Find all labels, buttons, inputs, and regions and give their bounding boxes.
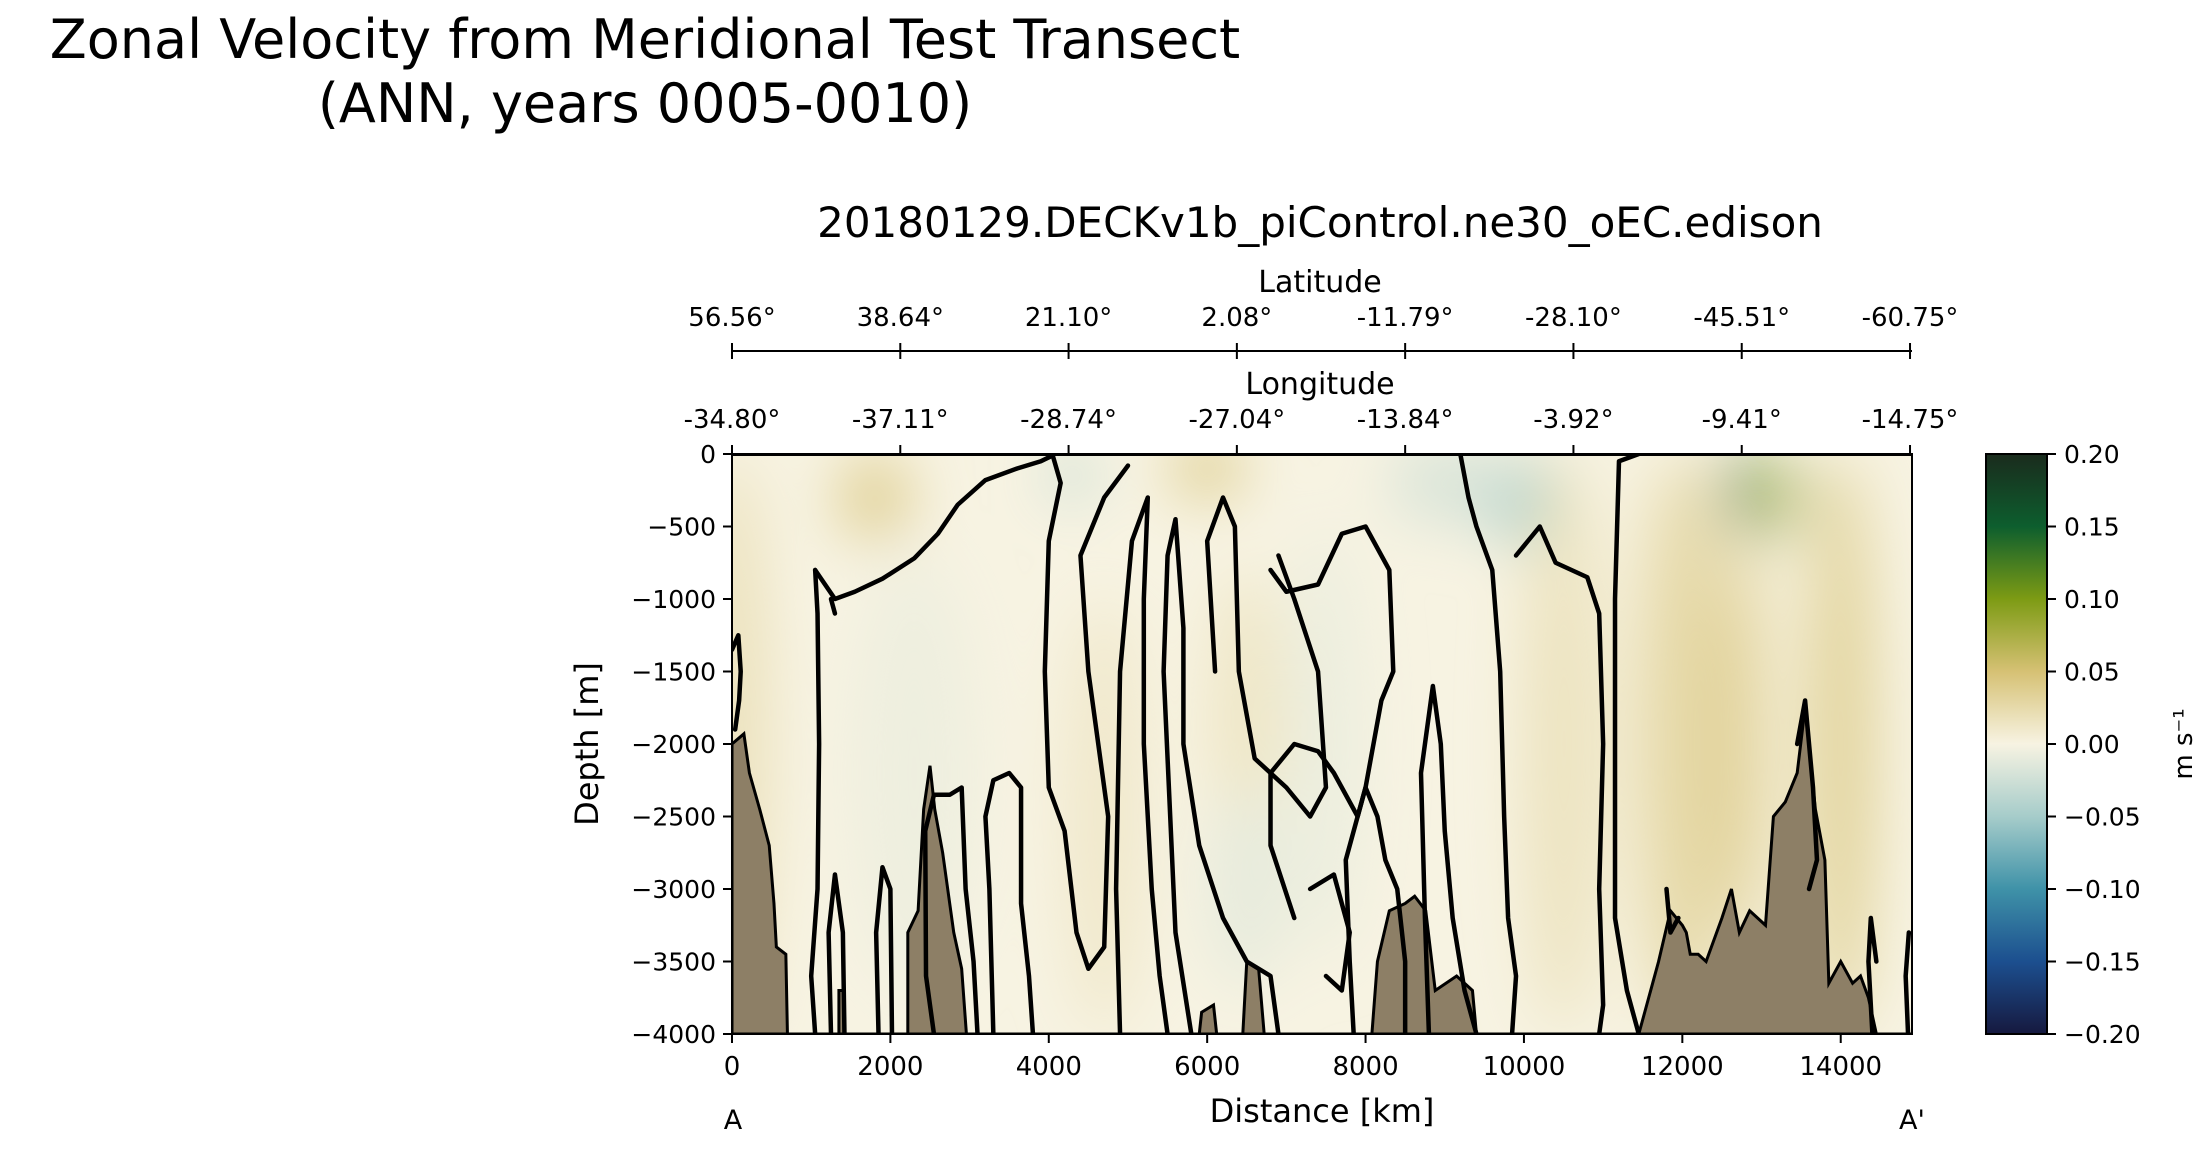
zero-contour-line (826, 872, 847, 1034)
zero-contour-line (1161, 517, 1281, 1034)
x-tick-label: 8000 (1332, 1052, 1398, 1082)
chart-title: 20180129.DECKv1b_piControl.ne30_oEC.edis… (817, 198, 1823, 247)
longitude-tick-label: -3.92° (1533, 405, 1613, 435)
latitude-tick-label: 21.10° (1025, 303, 1112, 333)
colorbar-tick-label: 0.15 (2064, 513, 2120, 542)
latitude-tick-label: -11.79° (1357, 303, 1454, 333)
x-tick-label: 2000 (857, 1052, 923, 1082)
longitude-tick-label: -14.75° (1862, 405, 1959, 435)
latitude-tick-label: -28.10° (1525, 303, 1622, 333)
suptitle-line-2: (ANN, years 0005-0010) (317, 72, 973, 135)
latitude-tick-label: -60.75° (1862, 303, 1959, 333)
colorbar-tick-label: 0.00 (2064, 730, 2120, 759)
x-tick-label: 12000 (1641, 1052, 1724, 1082)
latitude-tick-label: 38.64° (857, 303, 944, 333)
longitude-axis-label: Longitude (1245, 367, 1394, 402)
velocity-feature (1052, 454, 1093, 498)
figure-suptitle: Zonal Velocity from Meridional Test Tran… (0, 8, 1290, 136)
plot-area (732, 454, 1912, 1034)
x-tick-label: 4000 (1016, 1052, 1082, 1082)
zero-contour-line (1458, 454, 1519, 1034)
zero-contour-line (1418, 683, 1479, 1034)
colorbar-tick-label: −0.10 (2064, 875, 2141, 904)
longitude-tick-label: -13.84° (1357, 405, 1454, 435)
zero-velocity-contours (732, 454, 1912, 1034)
zero-contour-line (983, 770, 1036, 1034)
colorbar-bar (1985, 453, 2048, 1035)
zero-contour-line (812, 454, 1055, 602)
x-tick-label: 14000 (1799, 1052, 1882, 1082)
longitude-tick-label: -27.04° (1188, 405, 1285, 435)
colorbar-tick-label: 0.10 (2064, 585, 2120, 614)
velocity-feature (1523, 454, 1604, 1034)
suptitle-line-1: Zonal Velocity from Meridional Test Tran… (49, 8, 1241, 71)
zero-contour-line (1866, 915, 1879, 1034)
velocity-feature (1207, 787, 1287, 991)
velocity-feature (838, 454, 911, 541)
colorbar-tick-label: −0.15 (2064, 948, 2141, 977)
zero-contour-line (1042, 454, 1131, 971)
velocity-feature (1064, 599, 1144, 1034)
endpoint-label-start: A (724, 1105, 743, 1136)
zero-contour-line (1903, 930, 1912, 1034)
latitude-axis: Latitude 56.56° 38.64° 21.10° 2.08° -11.79° -… (688, 265, 1958, 359)
zero-contour-line (1794, 698, 1820, 892)
velocity-feature (1721, 526, 1762, 962)
velocity-feature (1638, 454, 1726, 1034)
colorbar-tick-label: −0.20 (2064, 1020, 2141, 1049)
colorbar-tick-label: 0.05 (2064, 658, 2120, 687)
zero-contour-line (1612, 454, 1642, 1034)
colorbar-ticks: 0.20 0.15 0.10 0.05 0.00 −0.05 −0.10 −0.15 −0.20 (2047, 440, 2141, 1049)
zero-contour-line (1513, 524, 1606, 1034)
x-axis-label: Distance [km] (1210, 1092, 1435, 1130)
x-axis-ticks: 0 2000 4000 6000 8000 10000 12000 14000 (724, 1034, 1882, 1082)
colorbar-tick-label: −0.05 (2064, 803, 2141, 832)
endpoint-label-end: A' (1899, 1105, 1925, 1136)
y-tick-label: −1500 (631, 658, 716, 687)
y-tick-label: −2500 (631, 803, 716, 832)
latitude-tick-label: 56.56° (688, 303, 775, 333)
velocity-feature (1727, 454, 1756, 549)
longitude-tick-label: -9.41° (1702, 405, 1782, 435)
colorbar-tick-label: 0.20 (2064, 440, 2120, 469)
y-tick-label: −2000 (631, 730, 716, 759)
x-tick-label: 6000 (1174, 1052, 1240, 1082)
latitude-tick-label: -45.51° (1693, 303, 1790, 333)
y-axis-label: Depth [m] (568, 662, 606, 826)
longitude-axis: Longitude -34.80° -37.11° -28.74° -27.04° -1… (684, 367, 1959, 454)
zero-contour-line (1664, 886, 1681, 935)
y-tick-label: −1000 (631, 585, 716, 614)
velocity-feature (1171, 454, 1243, 498)
x-tick-label: 0 (724, 1052, 741, 1082)
colorbar: 0.20 0.15 0.10 0.05 0.00 −0.05 −0.10 −0.15 −0.20… (1985, 440, 2199, 1049)
velocity-feature (1771, 454, 1800, 541)
latitude-ticks: 56.56° 38.64° 21.10° 2.08° -11.79° -28.10° -45… (688, 303, 1958, 359)
longitude-tick-label: -34.80° (684, 405, 781, 435)
zero-contour-line (828, 596, 838, 616)
zero-contour-line (808, 567, 822, 1034)
latitude-tick-label: 2.08° (1201, 303, 1272, 333)
y-tick-label: 0 (700, 440, 716, 469)
y-axis-ticks: 0 −500 −1000 −1500 −2000 −2500 −3000 −3500 −4000 (631, 440, 732, 1049)
zero-contour-line (873, 865, 895, 1034)
longitude-tick-label: -37.11° (852, 405, 949, 435)
longitude-ticks: -34.80° -37.11° -28.74° -27.04° -13.84° -3.92… (684, 405, 1959, 454)
longitude-tick-label: -28.74° (1020, 405, 1117, 435)
zero-contour-line (922, 785, 980, 1034)
y-tick-label: −4000 (631, 1020, 716, 1049)
x-tick-label: 10000 (1483, 1052, 1566, 1082)
zero-contour-line (1113, 495, 1170, 1034)
colorbar-label: m s⁻¹ (2169, 708, 2199, 779)
latitude-axis-label: Latitude (1258, 265, 1381, 300)
y-tick-label: −500 (647, 513, 716, 542)
y-tick-label: −3000 (631, 875, 716, 904)
zero-contour-line (732, 633, 743, 732)
y-tick-label: −3500 (631, 948, 716, 977)
zero-contour-line (1343, 785, 1408, 1034)
zero-contour-line (1268, 524, 1396, 921)
